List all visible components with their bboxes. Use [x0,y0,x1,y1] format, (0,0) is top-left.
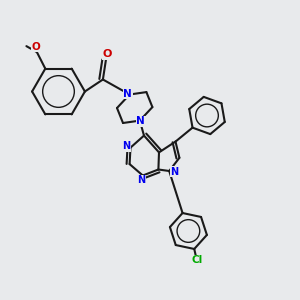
Text: N: N [170,167,179,177]
Text: N: N [122,141,131,151]
Text: O: O [31,42,40,52]
Text: N: N [123,89,132,99]
Text: Cl: Cl [191,255,202,266]
Text: O: O [103,49,112,59]
Text: N: N [136,116,145,127]
Text: N: N [137,175,146,185]
